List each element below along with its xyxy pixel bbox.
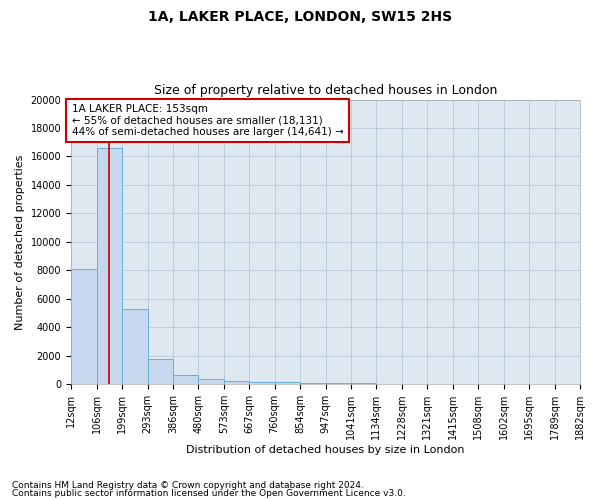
X-axis label: Distribution of detached houses by size in London: Distribution of detached houses by size … [186, 445, 465, 455]
Y-axis label: Number of detached properties: Number of detached properties [15, 154, 25, 330]
Bar [97, 148, 122, 384]
Bar [224, 381, 250, 384]
Text: 1A, LAKER PLACE, LONDON, SW15 2HS: 1A, LAKER PLACE, LONDON, SW15 2HS [148, 10, 452, 24]
Bar [173, 375, 199, 384]
Bar [300, 383, 326, 384]
Bar [148, 358, 173, 384]
Text: Contains HM Land Registry data © Crown copyright and database right 2024.: Contains HM Land Registry data © Crown c… [12, 481, 364, 490]
Bar [326, 383, 351, 384]
Bar [122, 309, 148, 384]
Text: 1A LAKER PLACE: 153sqm
← 55% of detached houses are smaller (18,131)
44% of semi: 1A LAKER PLACE: 153sqm ← 55% of detached… [71, 104, 343, 137]
Bar [199, 380, 224, 384]
Bar [275, 382, 300, 384]
Text: Contains public sector information licensed under the Open Government Licence v3: Contains public sector information licen… [12, 488, 406, 498]
Bar [250, 382, 275, 384]
Title: Size of property relative to detached houses in London: Size of property relative to detached ho… [154, 84, 497, 97]
Bar [71, 269, 97, 384]
